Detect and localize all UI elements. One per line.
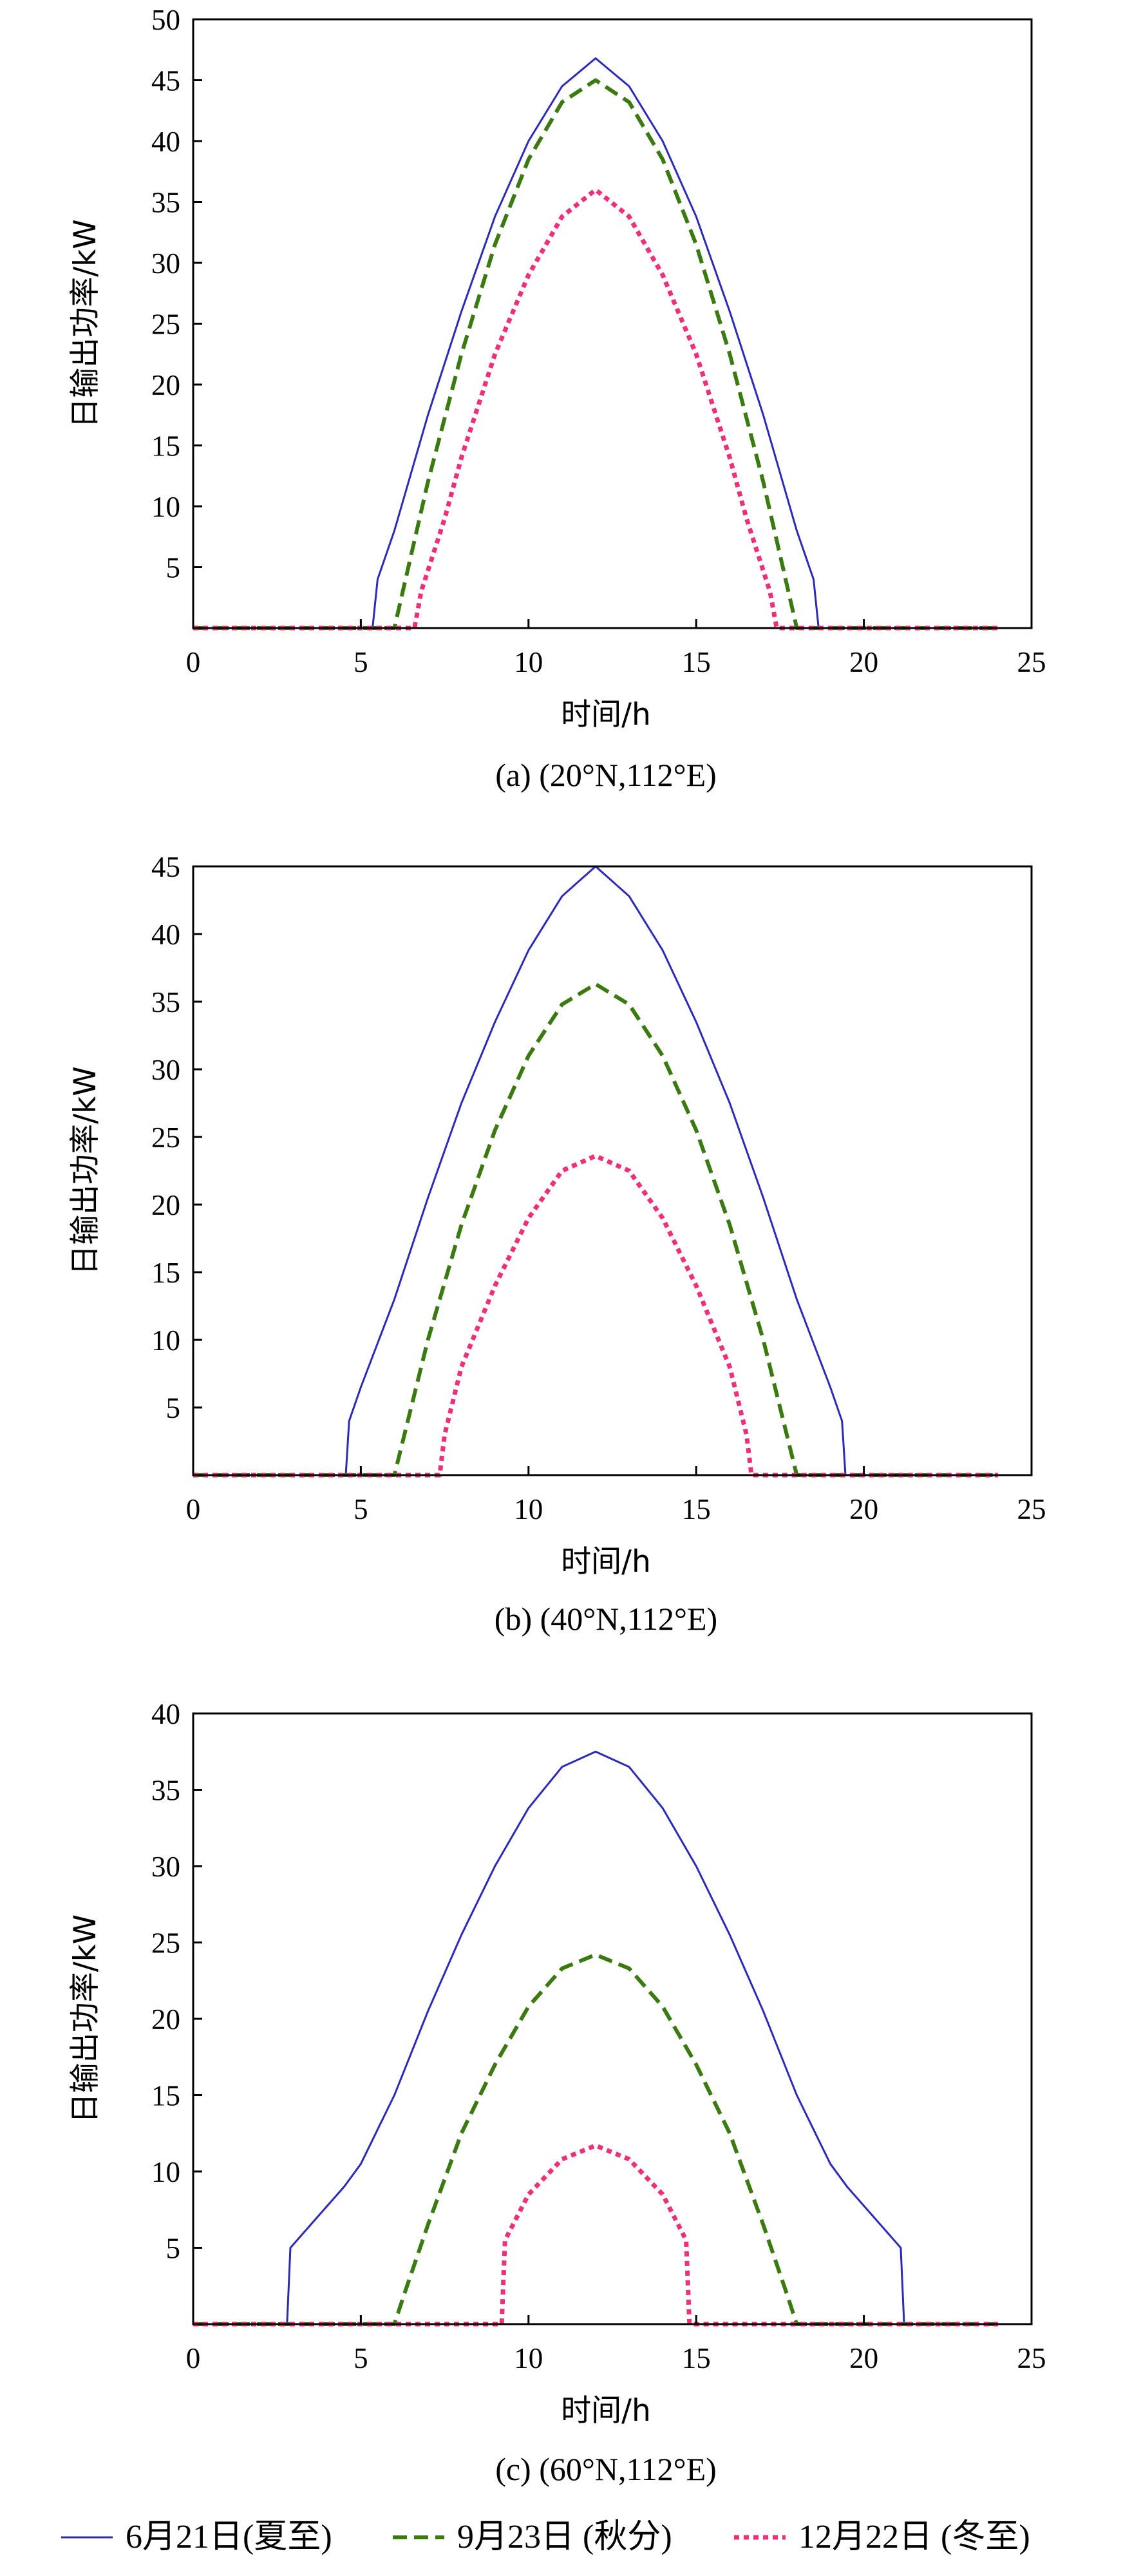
y-tick-label: 30 (151, 247, 180, 280)
series-line-3 (193, 1153, 998, 1478)
series-line-1 (193, 57, 998, 629)
legend: 6月21日(夏至) 9月23日 (秋分) 12月22日 (冬至) (61, 2519, 1030, 2555)
series-line-1 (193, 1750, 998, 2325)
y-tick-label: 35 (151, 1775, 180, 1807)
y-tick-label: 15 (151, 1257, 180, 1289)
legend-label-2: 9月23日 (秋分) (457, 2519, 672, 2555)
x-tick-label: 25 (1017, 1493, 1046, 1525)
y-tick-label: 5 (166, 2233, 181, 2265)
y-tick-label: 25 (151, 1121, 180, 1154)
y-tick-label: 35 (151, 187, 180, 219)
series-line-2 (193, 78, 998, 630)
x-axis-label: 时间/h (561, 1544, 651, 1579)
x-tick-label: 20 (849, 646, 878, 678)
legend-label-3: 12月22日 (冬至) (798, 2519, 1030, 2555)
x-tick-label: 10 (514, 646, 543, 678)
y-axis-label: 日输出功率/kW (68, 219, 103, 428)
y-tick-label: 20 (151, 1189, 180, 1221)
chart-caption: (b) (40°N,112°E) (495, 1601, 717, 1637)
x-tick-label: 10 (514, 1493, 543, 1525)
series-line-3 (193, 187, 998, 631)
plot-frame (192, 18, 1033, 629)
y-tick-label: 5 (166, 552, 181, 584)
x-tick-label: 5 (354, 646, 368, 678)
chart-panel-3: 0 5 10 15 20 25 5 10 15 20 25 30 35 40 时间/h 日输出功率/kW (c)… (68, 1698, 1046, 2487)
x-tick-label: 0 (186, 646, 201, 678)
x-axis-label: 时间/h (561, 2393, 651, 2428)
chart-panel-1: 0 5 10 15 20 25 5 10 15 20 25 30 35 40 45 50 时间/h 日输出功率/k… (68, 4, 1046, 793)
y-tick-label: 30 (151, 1851, 180, 1883)
y-tick-label: 20 (151, 2003, 180, 2036)
x-tick-label: 20 (849, 2342, 878, 2374)
y-tick-label: 5 (166, 1392, 181, 1424)
chart-panel-2: 0 5 10 15 20 25 5 10 15 20 25 30 35 40 45 时间/h 日输出功率/kW (… (68, 851, 1046, 1637)
x-tick-label: 25 (1017, 646, 1046, 678)
x-tick-label: 15 (682, 2342, 711, 2374)
plot-frame (192, 1712, 1033, 2325)
y-tick-label: 40 (151, 126, 180, 158)
y-tick-label: 15 (151, 2080, 180, 2112)
y-tick-label: 50 (151, 4, 180, 36)
plot-frame (192, 865, 1033, 1476)
y-axis-label: 日输出功率/kW (68, 1914, 103, 2124)
x-tick-label: 15 (682, 1493, 711, 1525)
y-tick-label: 35 (151, 986, 180, 1018)
x-tick-label: 0 (186, 2342, 201, 2374)
y-tick-label: 10 (151, 1324, 180, 1357)
x-tick-label: 5 (354, 1493, 368, 1525)
y-tick-label: 20 (151, 369, 180, 401)
series-line-1 (193, 865, 998, 1476)
x-axis-label: 时间/h (561, 697, 651, 732)
y-tick-label: 10 (151, 2156, 180, 2188)
x-tick-label: 5 (354, 2342, 368, 2374)
series-line-2 (193, 1952, 998, 2326)
x-tick-label: 0 (186, 1493, 201, 1525)
y-tick-label: 15 (151, 430, 180, 463)
chart-caption: (a) (20°N,112°E) (495, 757, 717, 793)
x-tick-label: 25 (1017, 2342, 1046, 2374)
x-tick-label: 20 (849, 1493, 878, 1525)
y-tick-label: 25 (151, 309, 180, 341)
y-tick-label: 30 (151, 1054, 180, 1086)
y-tick-label: 45 (151, 65, 180, 97)
y-tick-label: 10 (151, 491, 180, 523)
legend-label-1: 6月21日(夏至) (126, 2519, 332, 2555)
y-tick-label: 40 (151, 919, 180, 951)
x-tick-label: 10 (514, 2342, 543, 2374)
y-tick-label: 25 (151, 1927, 180, 1960)
y-tick-label: 40 (151, 1698, 180, 1730)
y-tick-label: 45 (151, 851, 180, 883)
series-line-3 (193, 2143, 998, 2327)
chart-caption: (c) (60°N,112°E) (495, 2451, 717, 2487)
series-line-2 (193, 982, 998, 1477)
y-axis-label: 日输出功率/kW (68, 1066, 103, 1275)
x-tick-label: 15 (682, 646, 711, 678)
